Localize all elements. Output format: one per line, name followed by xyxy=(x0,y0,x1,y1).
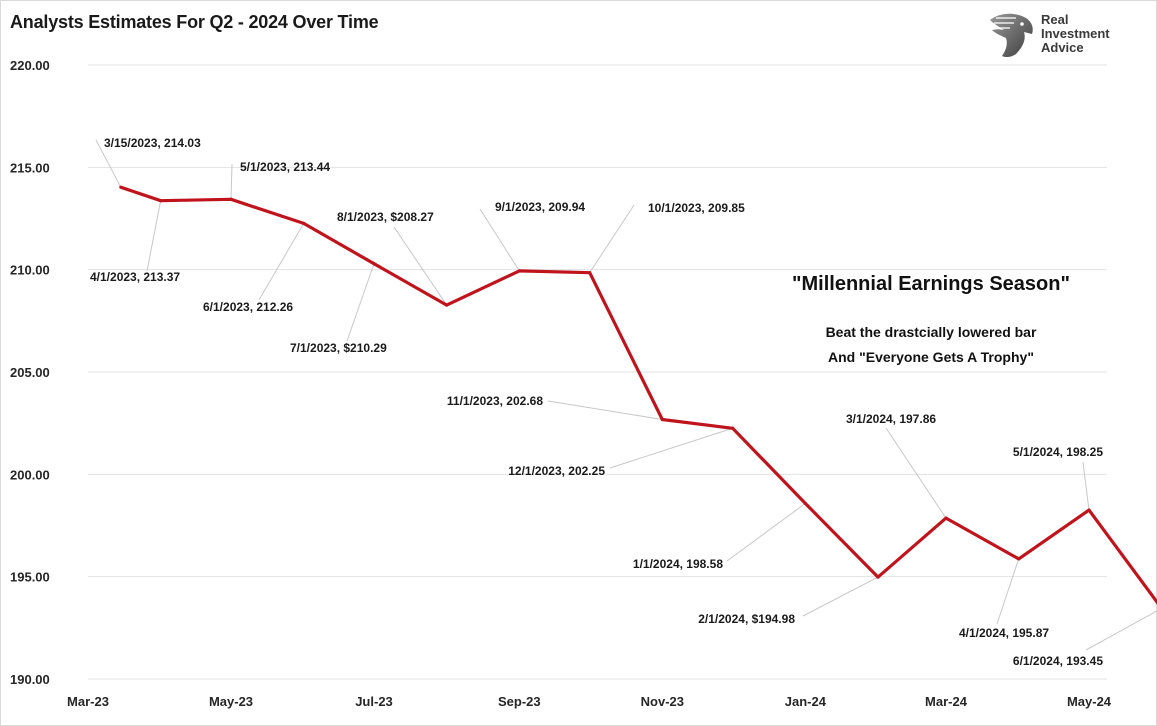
gridlines xyxy=(88,64,1107,680)
label-leader-line xyxy=(479,208,520,272)
data-point xyxy=(944,516,948,520)
label-leader-line xyxy=(609,427,733,469)
data-point xyxy=(731,426,735,430)
x-tick-label: Mar-24 xyxy=(925,694,968,709)
y-tick-label: 205.00 xyxy=(10,365,50,380)
label-leader-line xyxy=(258,223,305,301)
brand-logo-line-1: Real xyxy=(1041,12,1069,27)
x-tick-label: May-23 xyxy=(209,694,253,709)
annotation-line-2: And "Everyone Gets A Trophy" xyxy=(828,349,1034,365)
series-layer xyxy=(119,185,1157,605)
x-tick-label: Jan-24 xyxy=(785,694,827,709)
brand-logo-line-2: Investment xyxy=(1041,26,1110,41)
brand-logo: Real Investment Advice xyxy=(986,10,1126,60)
label-leader-line xyxy=(996,558,1020,625)
data-label: 5/1/2023, 213.44 xyxy=(240,160,330,174)
data-label: 11/1/2023, 202.68 xyxy=(447,394,543,408)
data-label: 4/1/2024, 195.87 xyxy=(959,626,1049,640)
x-axis-ticks: Mar-23 May-23 Jul-23 Sep-23 Nov-23 Jan-24 Mar-… xyxy=(67,694,1112,709)
label-leader-line xyxy=(1085,610,1157,651)
data-point xyxy=(229,197,233,201)
data-point xyxy=(588,271,592,275)
y-tick-label: 220.00 xyxy=(10,58,50,73)
data-labels: 3/15/2023, 214.03 4/1/2023, 213.37 5/1/202… xyxy=(90,136,1103,668)
label-leader-lines xyxy=(95,139,1157,651)
label-leader-line xyxy=(726,502,806,562)
data-point xyxy=(159,199,163,203)
data-label: 4/1/2023, 213.37 xyxy=(90,270,180,284)
data-label: 10/1/2023, 209.85 xyxy=(648,201,745,215)
data-label: 7/1/2023, $210.29 xyxy=(290,341,387,355)
x-tick-label: Nov-23 xyxy=(641,694,684,709)
y-tick-label: 195.00 xyxy=(10,570,50,585)
x-tick-label: May-24 xyxy=(1067,694,1112,709)
brand-logo-line-3: Advice xyxy=(1041,40,1084,55)
label-leader-line xyxy=(346,263,375,342)
brand-logo-text: Real Investment Advice xyxy=(1041,13,1110,55)
data-label: 1/1/2024, 198.58 xyxy=(633,557,723,571)
label-leader-line xyxy=(802,576,879,617)
data-label: 6/1/2024, 193.45 xyxy=(1013,654,1103,668)
x-tick-label: Sep-23 xyxy=(498,694,541,709)
y-tick-label: 210.00 xyxy=(10,263,50,278)
data-label: 5/1/2024, 198.25 xyxy=(1013,445,1103,459)
x-tick-label: Mar-23 xyxy=(67,694,109,709)
data-label: 6/1/2023, 212.26 xyxy=(203,300,293,314)
label-leader-line xyxy=(589,204,635,274)
data-point xyxy=(803,501,807,505)
x-tick-label: Jul-23 xyxy=(355,694,393,709)
series-line xyxy=(120,185,1157,605)
data-label: 9/1/2023, 209.94 xyxy=(495,200,585,214)
eagle-head-icon xyxy=(990,13,1033,58)
data-point xyxy=(1087,508,1091,512)
data-point xyxy=(445,303,449,307)
data-label: 3/15/2023, 214.03 xyxy=(104,136,201,150)
data-label: 12/1/2023, 202.25 xyxy=(508,464,605,478)
data-label: 3/1/2024, 197.86 xyxy=(846,412,936,426)
label-leader-line xyxy=(547,400,663,420)
data-point xyxy=(302,221,306,226)
data-point xyxy=(119,185,123,189)
y-tick-label: 200.00 xyxy=(10,467,50,482)
y-tick-label: 190.00 xyxy=(10,672,50,687)
y-axis-ticks: 190.00 195.00 200.00 205.00 210.00 215.00 220.… xyxy=(10,58,50,687)
data-point xyxy=(1017,557,1021,561)
label-leader-line xyxy=(230,163,233,200)
label-leader-line xyxy=(95,139,122,188)
label-leader-line xyxy=(885,427,947,519)
data-label: 8/1/2023, $208.27 xyxy=(337,210,434,224)
chart-title: Analysts Estimates For Q2 - 2024 Over Ti… xyxy=(10,12,379,32)
data-point xyxy=(876,575,880,579)
data-point xyxy=(372,262,376,266)
y-tick-label: 215.00 xyxy=(10,160,50,175)
annotation-headline: "Millennial Earnings Season" xyxy=(792,273,1070,295)
data-point xyxy=(517,269,521,273)
label-leader-line xyxy=(393,226,448,306)
data-label: 2/1/2024, $194.98 xyxy=(698,612,795,626)
annotation: "Millennial Earnings Season" Beat the dr… xyxy=(792,273,1070,365)
label-leader-line xyxy=(1082,461,1090,511)
label-leader-line xyxy=(146,200,162,272)
data-point xyxy=(660,417,664,422)
annotation-line-1: Beat the drastcially lowered bar xyxy=(826,324,1037,340)
